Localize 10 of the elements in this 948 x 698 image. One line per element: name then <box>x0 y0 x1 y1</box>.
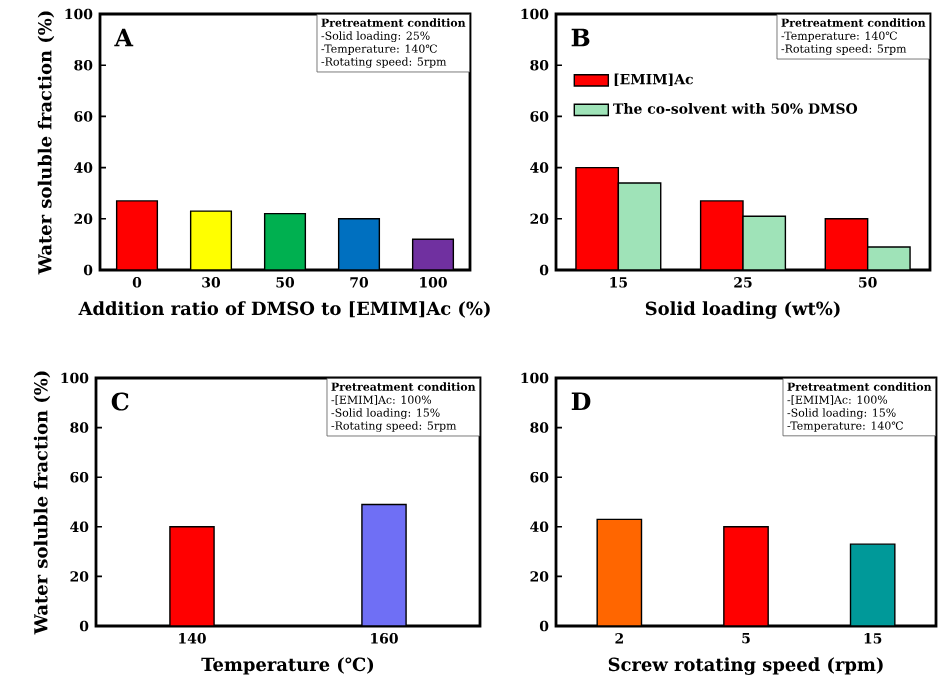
x-axis-title: Addition ratio of DMSO to [EMIM]Ac (%) <box>78 301 490 318</box>
y-axis-title: Water soluble fraction (%) <box>37 11 55 275</box>
chart-title: C <box>111 392 129 411</box>
y-axis-title: Water soluble fraction (%) <box>33 371 51 635</box>
chart-title: A <box>114 28 134 47</box>
x-axis-title: Solid loading (wt%) <box>645 301 840 319</box>
chart-title: B <box>571 28 590 47</box>
x-axis-title: Temperature (℃) <box>201 657 374 675</box>
x-axis-title: Screw rotating speed (rpm) <box>608 657 883 675</box>
chart-title: D <box>571 392 591 410</box>
